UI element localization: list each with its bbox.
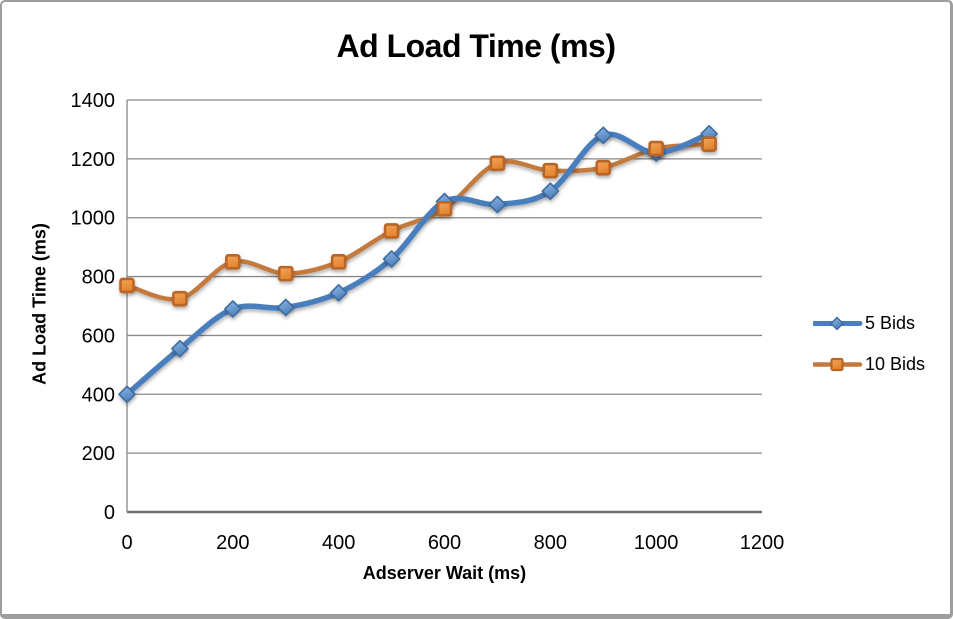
x-tick-label: 1000 [634,532,679,554]
marker-square [172,290,188,307]
marker-square [436,201,453,217]
legend-marker-diamond [830,316,844,331]
marker-diamond [541,182,560,201]
marker-square [383,223,400,239]
x-tick-label: 800 [534,532,567,554]
marker-diamond [171,339,189,358]
marker-square [542,162,559,179]
marker-diamond [594,126,613,145]
x-axis-title: Adserver Wait (ms) [362,563,527,583]
marker-diamond [224,300,242,318]
x-tick-label: 600 [428,532,461,554]
legend-entry-5-bids: 5 Bids [813,313,925,334]
x-tick-label: 400 [322,532,355,554]
marker-square [277,265,294,282]
series-line-5-bids [124,131,712,398]
series-markers-5-bids [118,125,718,404]
x-tick-label: 0 [121,532,132,554]
marker-square [119,277,135,294]
marker-square [489,155,506,172]
y-tick-label: 800 [82,267,115,289]
series-markers-10-bids [119,136,717,307]
marker-diamond [382,250,401,268]
y-tick-label: 1400 [71,90,116,112]
y-tick-label: 600 [82,325,115,347]
legend-marker-square [830,357,844,372]
marker-diamond [488,195,507,214]
legend-label: 5 Bids [865,313,916,333]
x-tick-label: 200 [216,532,249,554]
legend-swatch-5-bids-icon [813,316,863,331]
y-tick-label: 1000 [71,208,116,230]
y-tick-label: 200 [82,443,115,465]
marker-square [330,254,347,270]
y-axis-title: Ad Load Time (ms) [29,223,50,385]
marker-diamond [276,298,295,317]
marker-square [701,136,717,152]
x-tick-label: 1200 [740,532,785,554]
marker-square [595,159,612,176]
marker-diamond [118,385,136,404]
y-tick-label: 1200 [71,149,116,171]
legend-entry-10-bids: 10 Bids [813,354,925,375]
legend-label: 10 Bids [865,354,926,374]
y-tick-label: 400 [82,384,115,406]
marker-diamond [329,283,348,302]
chart-title: Ad Load Time (ms) [336,28,616,64]
legend: 5 Bids 10 Bids [813,313,925,395]
marker-square [648,140,664,157]
y-tick-label: 0 [104,502,115,524]
marker-square [225,254,241,270]
legend-swatch-10-bids-icon [813,357,863,372]
